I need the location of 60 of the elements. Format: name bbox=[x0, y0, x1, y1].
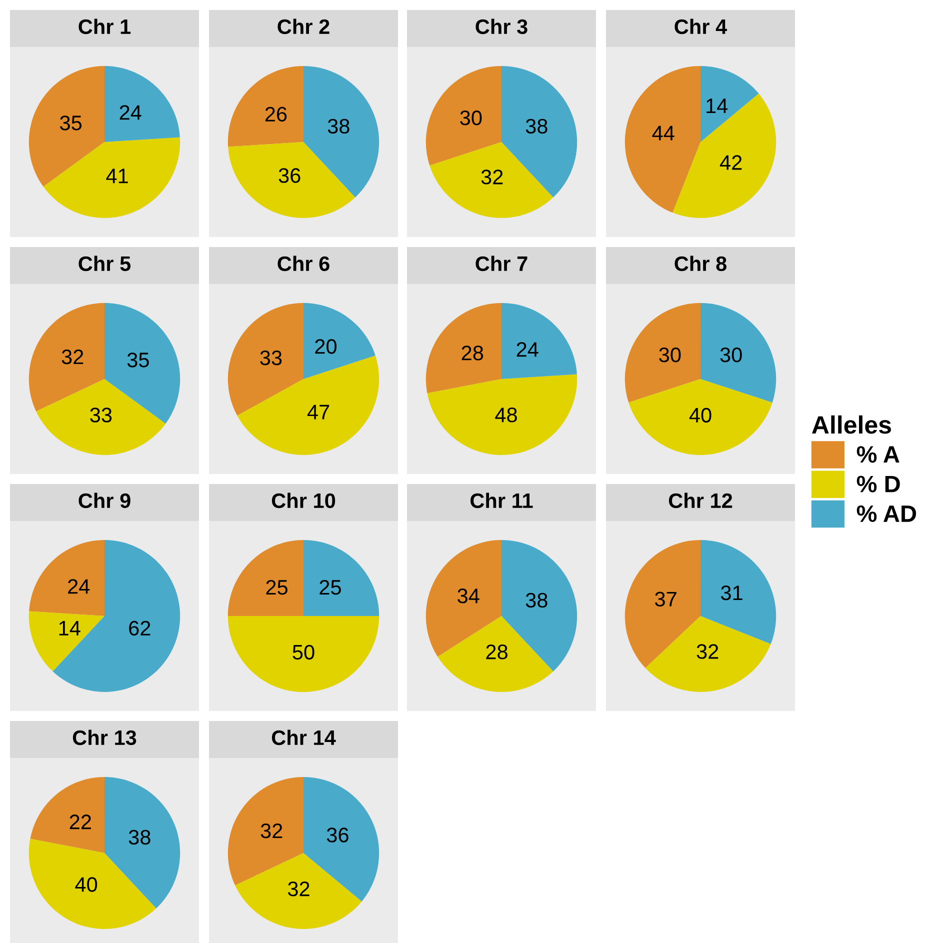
legend-title: Alleles bbox=[812, 415, 891, 434]
legend-label: % AD bbox=[856, 505, 916, 522]
data-label: 32 bbox=[62, 349, 84, 364]
data-label: 35 bbox=[127, 352, 149, 368]
data-label: 28 bbox=[486, 644, 508, 660]
data-label: 25 bbox=[266, 580, 288, 595]
chart-title: Chr 7 bbox=[476, 256, 528, 272]
chart-title: Chr 6 bbox=[278, 256, 330, 272]
data-label: 50 bbox=[292, 644, 314, 660]
data-label: 36 bbox=[326, 828, 348, 842]
data-label: 33 bbox=[90, 408, 112, 422]
data-label: 24 bbox=[68, 579, 90, 594]
data-label: 25 bbox=[320, 580, 341, 595]
data-label: 30 bbox=[720, 348, 742, 362]
data-label: 32 bbox=[696, 644, 718, 659]
chart-title: Chr 1 bbox=[78, 18, 131, 34]
data-label: 20 bbox=[315, 339, 336, 354]
data-label: 34 bbox=[458, 588, 480, 604]
data-label: 36 bbox=[278, 168, 300, 183]
data-label: 22 bbox=[70, 814, 91, 830]
chart-title: Chr 4 bbox=[674, 18, 728, 34]
data-label: 32 bbox=[260, 823, 282, 838]
data-label: 38 bbox=[328, 118, 350, 134]
chart-title: Chr 13 bbox=[72, 730, 136, 746]
data-label: 42 bbox=[720, 155, 742, 170]
data-label: 47 bbox=[307, 404, 330, 420]
data-label: 38 bbox=[526, 592, 548, 608]
data-label: 44 bbox=[652, 126, 674, 140]
chart-title: Chr 3 bbox=[476, 18, 528, 34]
chart-title: Chr 11 bbox=[470, 492, 533, 508]
data-label: 41 bbox=[106, 168, 128, 184]
chart-title: Chr 2 bbox=[278, 18, 330, 34]
legend-label: % A bbox=[856, 446, 900, 463]
chart-title: Chr 10 bbox=[272, 492, 336, 508]
data-label: 32 bbox=[288, 882, 310, 896]
data-label: 30 bbox=[460, 110, 482, 126]
chart-title: Chr 5 bbox=[78, 256, 131, 272]
data-label: 30 bbox=[659, 348, 681, 362]
chart-title: Chr 14 bbox=[272, 730, 336, 746]
data-label: 38 bbox=[526, 118, 548, 134]
data-label: 24 bbox=[120, 105, 142, 120]
data-label: 33 bbox=[260, 350, 282, 366]
chart-title: Chr 8 bbox=[674, 256, 726, 272]
chart-title: Chr 9 bbox=[78, 492, 130, 508]
data-label: 37 bbox=[655, 592, 676, 606]
data-label: 28 bbox=[462, 346, 484, 360]
data-label: 35 bbox=[60, 116, 82, 130]
data-label: 38 bbox=[128, 830, 150, 845]
chart-title: Chr 12 bbox=[668, 492, 732, 508]
data-label: 40 bbox=[75, 877, 98, 892]
legend-label: % D bbox=[856, 476, 900, 492]
data-label: 31 bbox=[720, 585, 742, 600]
data-label: 26 bbox=[265, 106, 287, 122]
data-label: 48 bbox=[495, 408, 517, 422]
data-label: 14 bbox=[59, 621, 80, 636]
data-label: 14 bbox=[706, 98, 728, 114]
data-label: 40 bbox=[689, 408, 712, 423]
data-label: 62 bbox=[129, 620, 150, 636]
data-label: 24 bbox=[516, 342, 538, 357]
data-label: 32 bbox=[481, 170, 503, 184]
